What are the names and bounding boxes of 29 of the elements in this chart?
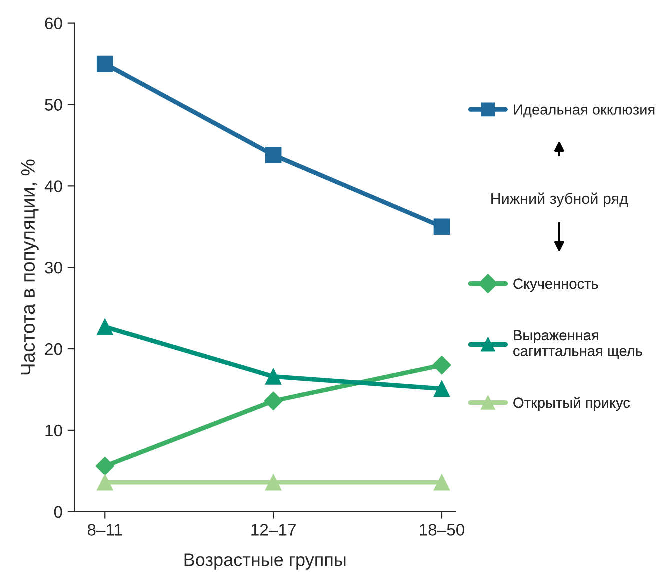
point [265,368,282,385]
point [432,356,452,375]
x-axis-title: Возрастные группы [184,554,346,570]
y-tick-label: 10 [46,424,62,437]
point [265,474,282,491]
legend-label: Открытый прикус [514,397,630,411]
point [96,56,114,72]
y-tick-label: 0 [54,506,62,518]
y-tick-label: 60 [45,18,62,30]
y-tick-label: 40 [44,180,62,192]
x-tick-label: 8–11 [88,524,122,536]
y-tick-label: 30 [45,262,62,274]
point [265,147,282,164]
point [434,380,450,398]
legend-label: Выраженная сагиттальная щель [514,330,642,360]
point [434,474,450,491]
point [96,474,114,491]
x-tick-label: 12–17 [252,524,296,536]
y-axis-title: Частота в популяции, % [21,160,39,375]
point [96,318,114,336]
y-tick-label: 50 [45,99,62,111]
x-tick-label: 18–50 [420,524,465,536]
text: Нижний зубной ряд [492,192,628,208]
y-tick-label: 20 [45,343,62,356]
legend-label: Идеальная окклюзия [514,104,655,118]
point [434,218,450,236]
point [264,392,283,410]
legend-label: Скученность [514,278,598,292]
point [96,456,114,476]
